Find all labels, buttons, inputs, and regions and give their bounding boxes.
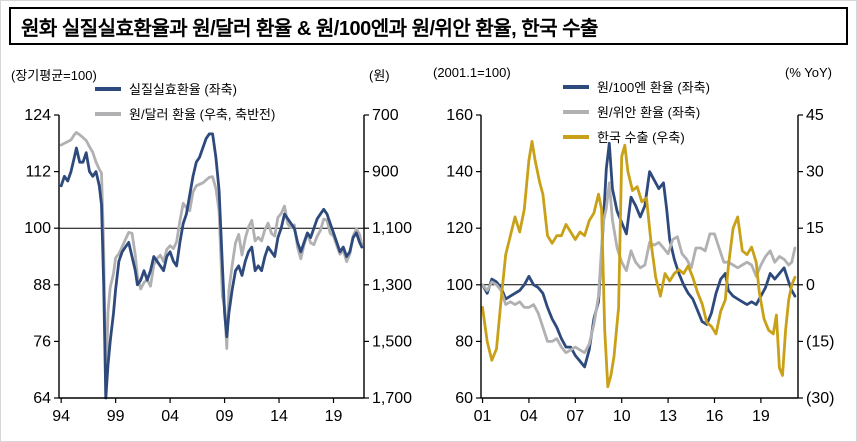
svg-text:60: 60 [455,390,473,407]
svg-text:45: 45 [806,107,824,124]
svg-text:1,700: 1,700 [372,390,412,407]
right-chart-right-axis-unit: (% YoY) [785,65,832,80]
svg-text:13: 13 [659,408,677,425]
svg-text:01: 01 [474,408,492,425]
svg-text:88: 88 [33,277,51,294]
right-chart-left-axis-unit: (2001.1=100) [433,65,511,80]
svg-text:94: 94 [52,408,70,425]
chart-panel-left: (장기평균=100) (원) 실질실효환율 (좌축) 원/달러 환율 (우축, … [9,53,423,441]
svg-text:140: 140 [446,164,473,181]
svg-text:15: 15 [806,220,824,237]
svg-text:99: 99 [107,408,125,425]
svg-text:07: 07 [566,408,584,425]
legend-item: 원/위안 환율 (좌축) [563,102,710,121]
chart-panel-right: (2001.1=100) (% YoY) 원/100엔 환율 (좌축) 원/위안… [423,53,856,441]
svg-text:(30): (30) [806,390,834,407]
legend-item: 원/100엔 환율 (좌축) [563,77,710,96]
legend-label-exports: 한국 수출 (우축) [597,130,685,145]
svg-text:1,100: 1,100 [372,220,412,237]
left-chart-left-axis-unit: (장기평균=100) [11,68,97,83]
svg-text:80: 80 [455,333,473,350]
legend-swatch-cny [563,109,589,114]
legend-item: 원/달러 환율 (우축, 축반전) [95,104,275,123]
svg-text:100: 100 [446,277,473,294]
legend-swatch-exports [563,134,589,139]
svg-text:64: 64 [33,390,51,407]
legend-label-jpy100: 원/100엔 환율 (좌축) [597,80,710,95]
svg-text:120: 120 [446,220,473,237]
legend-item: 실질실효환율 (좌축) [95,79,275,98]
figure-title: 원화 실질실효환율과 원/달러 환율 & 원/100엔과 원/위안 환율, 한국… [9,7,848,45]
legend-swatch-usdkrw [95,111,121,116]
svg-text:(15): (15) [806,333,834,350]
svg-text:112: 112 [25,164,51,181]
right-chart-legend: 원/100엔 환율 (좌축) 원/위안 환율 (좌축) 한국 수출 (우축) [563,77,710,146]
left-chart-legend: 실질실효환율 (좌축) 원/달러 환율 (우축, 축반전) [95,79,275,123]
svg-text:160: 160 [446,107,473,124]
svg-text:10: 10 [613,408,631,425]
svg-text:76: 76 [33,333,51,350]
svg-text:19: 19 [752,408,770,425]
right-chart-plot: 160 140 120 100 80 60 45 30 15 0 (15) (30) 01 04 07 10 1… [446,107,834,425]
svg-text:04: 04 [161,408,179,425]
svg-text:09: 09 [216,408,234,425]
svg-text:1,500: 1,500 [372,333,412,350]
svg-text:124: 124 [24,107,51,124]
svg-text:04: 04 [520,408,538,425]
svg-text:30: 30 [806,164,824,181]
svg-text:900: 900 [372,164,399,181]
legend-item: 한국 수출 (우축) [563,127,710,146]
legend-label-reer: 실질실효환율 (좌축) [129,82,237,97]
left-chart-plot: 124 112 100 88 76 64 700 900 1,100 1,300 1,500 1,70… [24,107,412,425]
legend-label-usdkrw: 원/달러 환율 (우축, 축반전) [129,107,276,122]
svg-text:14: 14 [270,408,288,425]
svg-text:19: 19 [325,408,343,425]
svg-text:0: 0 [806,277,815,294]
svg-text:100: 100 [24,220,51,237]
legend-label-cny: 원/위안 환율 (좌축) [597,105,701,120]
svg-text:1,300: 1,300 [372,277,412,294]
legend-swatch-reer [95,86,121,91]
legend-swatch-jpy100 [563,84,589,89]
svg-text:16: 16 [706,408,724,425]
svg-text:700: 700 [372,107,399,124]
left-chart-right-axis-unit: (원) [369,68,390,83]
